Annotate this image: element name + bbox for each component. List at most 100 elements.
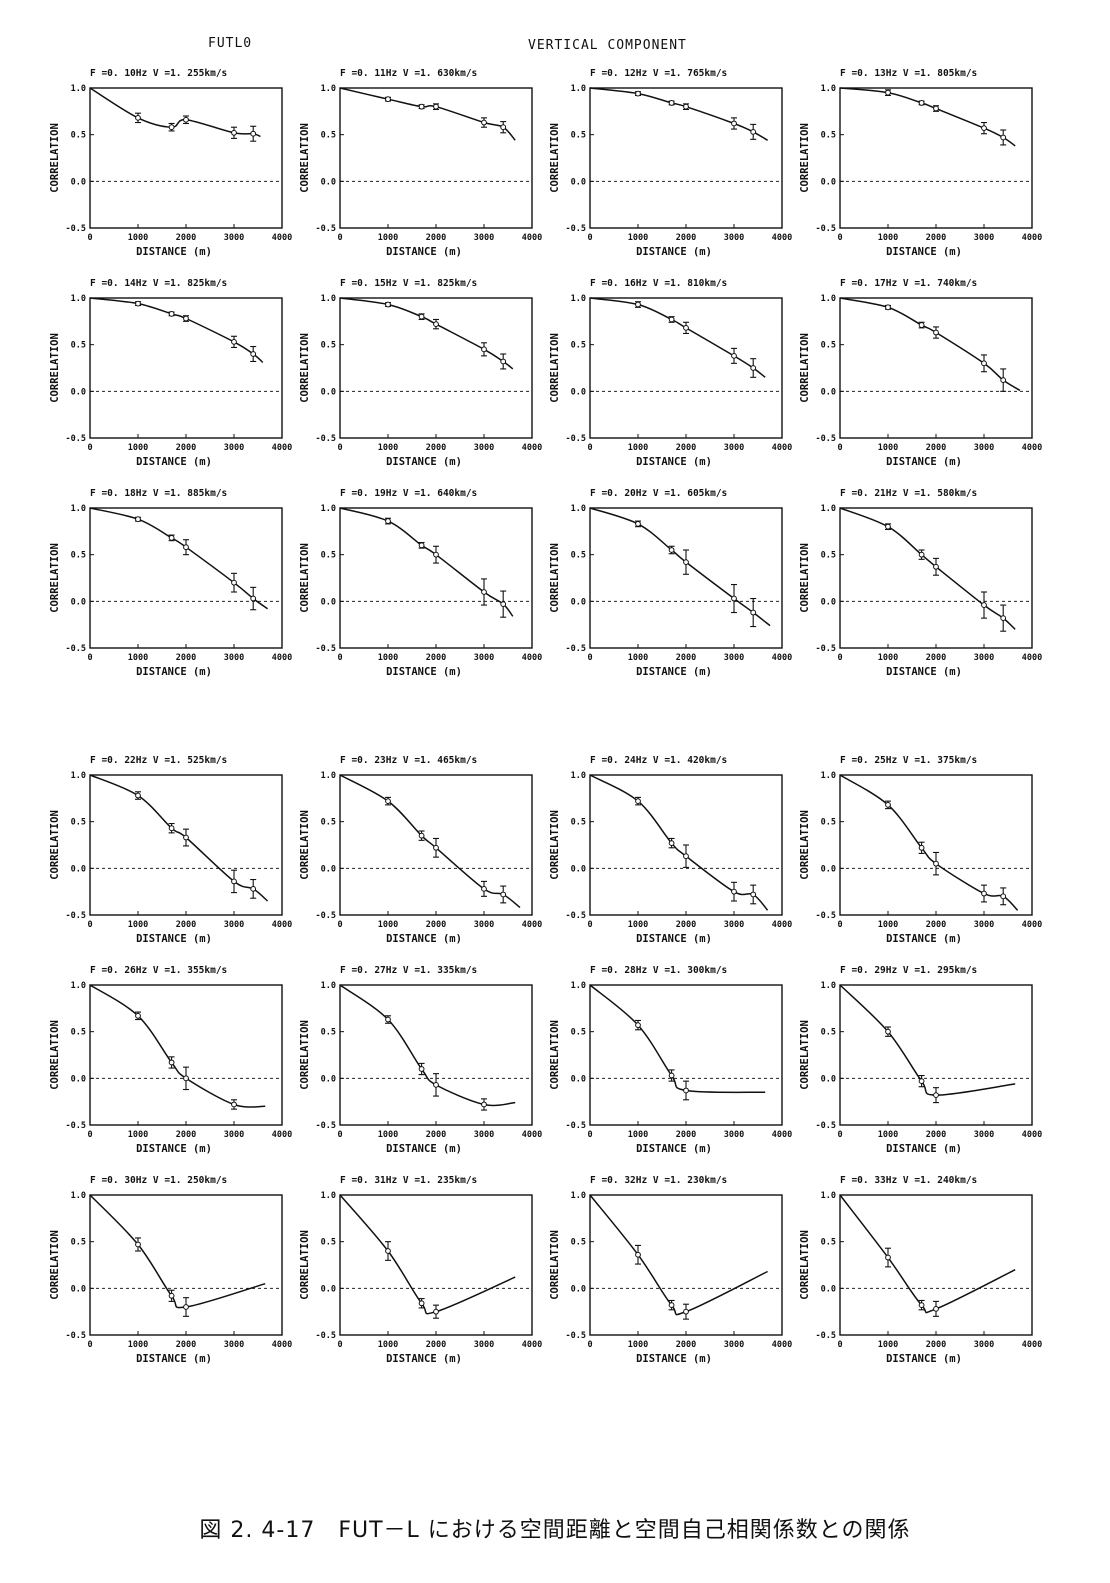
data-point [933,105,939,112]
x-tick-label: 3000 [974,1130,994,1140]
correlation-chart-4: F =0. 13Hz V =1. 805km/s -0.5 0.0 0.5 1.0 0 10… [790,58,1048,270]
data-point [635,301,641,308]
data-point [385,301,391,308]
data-point [1000,129,1007,146]
correlation-chart-11: F =0. 20Hz V =1. 605km/s -0.5 0.0 0.5 1.0 0 10… [540,478,798,690]
chart-svg: F =0. 27Hz V =1. 335km/s -0.5 0.0 0.5 1.0 0 10… [299,965,542,1155]
y-tick-label: -0.5 [816,911,836,921]
data-point [135,112,141,124]
x-tick-label: 3000 [724,1130,744,1140]
y-tick-label: -0.5 [816,1331,836,1341]
y-axis-label: CORRELATION [299,1230,311,1300]
chart-svg: F =0. 10Hz V =1. 255km/s -0.5 0.0 0.5 1.0 0 10… [49,68,292,258]
x-tick-label: 4000 [1022,920,1042,930]
data-point [231,335,237,349]
chart-svg: F =0. 22Hz V =1. 525km/s -0.5 0.0 0.5 1.0 0 10… [49,755,292,945]
chart-title: F =0. 18Hz V =1. 885km/s [90,488,227,499]
x-axis-label: DISTANCE (m) [636,246,712,258]
y-tick-label: 1.0 [71,981,86,991]
x-tick-label: 3000 [474,920,494,930]
y-tick-label: 1.0 [821,771,836,781]
x-tick-label: 3000 [474,1130,494,1140]
data-point [418,1298,425,1309]
y-axis-label: CORRELATION [49,333,61,403]
y-tick-label: 1.0 [571,1191,586,1201]
plot-frame [89,87,283,229]
theoretical-curve [89,297,264,363]
x-tick-label: 1000 [628,443,648,453]
y-tick-label: 0.0 [821,177,836,187]
x-tick-label: 1000 [878,920,898,930]
correlation-chart-6: F =0. 15Hz V =1. 825km/s -0.5 0.0 0.5 1.0 0 10… [290,268,548,480]
y-tick-label: -0.5 [316,1331,336,1341]
y-tick-label: -0.5 [566,644,586,654]
y-tick-label: -0.5 [816,434,836,444]
chart-title: F =0. 12Hz V =1. 765km/s [590,68,727,79]
chart-svg: F =0. 24Hz V =1. 420km/s -0.5 0.0 0.5 1.0 0 10… [549,755,792,945]
x-tick-label: 2000 [426,233,446,243]
data-point [135,1011,141,1021]
y-tick-label: -0.5 [566,1331,586,1341]
chart-svg: F =0. 26Hz V =1. 355km/s -0.5 0.0 0.5 1.0 0 10… [49,965,292,1155]
x-tick-label: 3000 [224,920,244,930]
data-point [385,1015,391,1024]
y-tick-label: 0.5 [571,551,586,561]
data-point [933,1087,939,1104]
data-point [683,844,689,868]
y-tick-label: 0.5 [71,131,86,141]
data-point [635,1244,641,1265]
data-point [918,841,925,854]
data-point [168,822,175,834]
y-tick-label: 1.0 [571,84,586,94]
chart-title: F =0. 26Hz V =1. 355km/s [90,965,227,976]
data-point [750,597,757,628]
x-tick-label: 4000 [522,920,542,930]
x-tick-label: 3000 [724,233,744,243]
y-axis-label: CORRELATION [299,1020,311,1090]
plot-frame [339,507,533,649]
y-axis-label: CORRELATION [299,333,311,403]
data-point [683,549,689,575]
correlation-chart-8: F =0. 17Hz V =1. 740km/s -0.5 0.0 0.5 1.0 0 10… [790,268,1048,480]
x-axis-label: DISTANCE (m) [636,456,712,468]
data-point [683,1303,689,1320]
y-tick-label: 0.0 [321,864,336,874]
x-axis-label: DISTANCE (m) [886,666,962,678]
data-point [418,313,425,321]
x-tick-label: 4000 [522,443,542,453]
x-axis-label: DISTANCE (m) [386,246,462,258]
y-tick-label: 1.0 [321,294,336,304]
data-point [933,326,939,339]
y-tick-label: -0.5 [566,1121,586,1131]
data-point [635,796,641,806]
y-tick-label: 1.0 [571,981,586,991]
chart-title: F =0. 28Hz V =1. 300km/s [590,965,727,976]
y-tick-label: 0.0 [571,1074,586,1084]
chart-title: F =0. 29Hz V =1. 295km/s [840,965,977,976]
y-tick-label: 0.0 [321,597,336,607]
data-point [981,591,987,619]
x-axis-label: DISTANCE (m) [136,933,212,945]
y-tick-label: 0.5 [321,551,336,561]
data-point [668,316,675,323]
x-tick-label: 0 [87,233,92,243]
y-tick-label: 0.5 [571,341,586,351]
x-tick-label: 2000 [926,920,946,930]
chart-title: F =0. 31Hz V =1. 235km/s [340,1175,477,1186]
x-tick-label: 2000 [426,443,446,453]
theoretical-curve [89,507,269,610]
theoretical-curve [589,297,766,378]
y-tick-label: 1.0 [71,294,86,304]
x-tick-label: 0 [337,1130,342,1140]
y-tick-label: -0.5 [316,224,336,234]
y-tick-label: 0.0 [71,177,86,187]
data-point [385,517,391,525]
y-tick-label: 1.0 [571,771,586,781]
data-point [183,1297,189,1317]
chart-title: F =0. 25Hz V =1. 375km/s [840,755,977,766]
x-tick-label: 4000 [1022,233,1042,243]
y-tick-label: 0.0 [821,864,836,874]
x-tick-label: 3000 [974,233,994,243]
y-axis-label: CORRELATION [299,543,311,613]
data-point [250,345,257,363]
